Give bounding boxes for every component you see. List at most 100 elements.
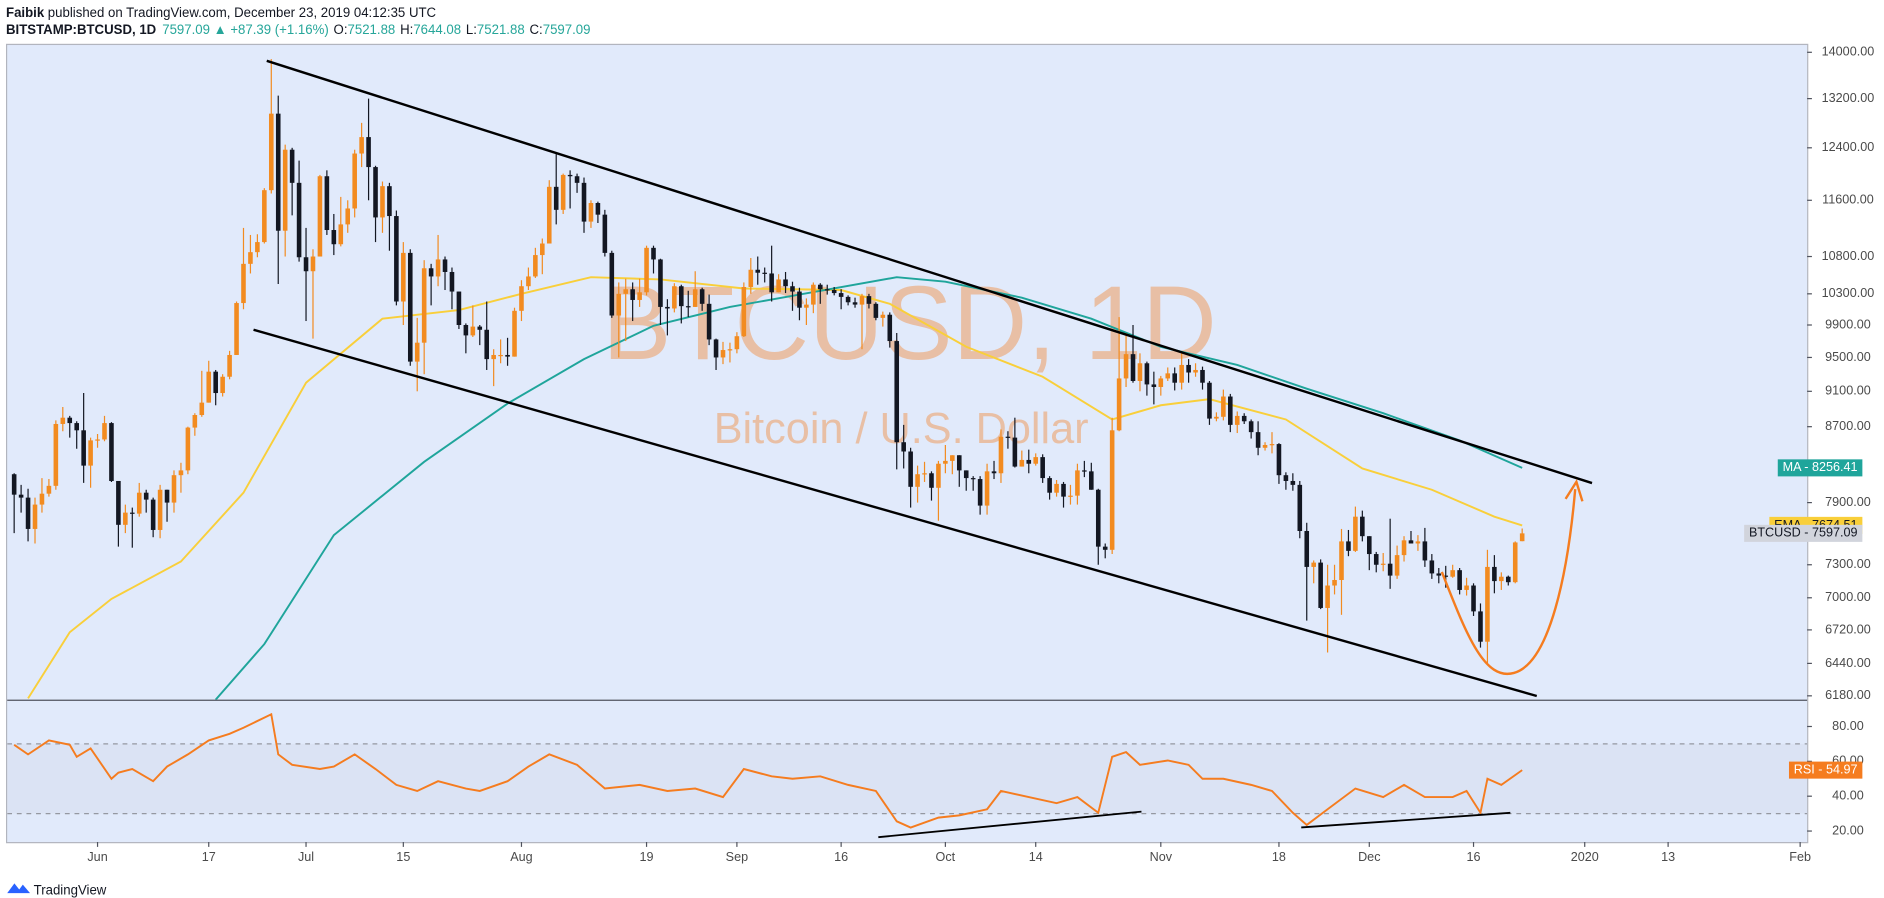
candle-body xyxy=(1026,459,1032,464)
candle-body xyxy=(275,113,281,231)
candle-body xyxy=(470,326,476,336)
candle-body xyxy=(1373,554,1379,565)
candle-body xyxy=(1276,444,1282,476)
candle-body xyxy=(1457,570,1462,590)
candle-body xyxy=(804,304,809,308)
candle-body xyxy=(317,176,323,257)
candle-body xyxy=(797,291,802,308)
candle-body xyxy=(748,269,754,287)
candle-body xyxy=(679,286,684,307)
candle-body xyxy=(1221,396,1226,417)
candle-body xyxy=(665,306,670,309)
candle-body xyxy=(685,306,691,308)
candle-body xyxy=(873,303,879,318)
candle-body xyxy=(282,149,288,231)
candle-body xyxy=(713,339,719,358)
x-tick-label: Nov xyxy=(1150,850,1173,864)
chart-border xyxy=(6,43,1809,844)
ohlc-label: H: xyxy=(400,22,413,37)
candle-body xyxy=(602,214,608,253)
candle-body xyxy=(1040,457,1045,479)
candle-body xyxy=(1415,541,1421,544)
candle-body xyxy=(609,252,615,316)
candle-body xyxy=(1339,541,1344,580)
candle-body xyxy=(74,423,79,431)
candle-body xyxy=(1089,471,1094,490)
y-tick-label: 9500.00 xyxy=(1825,350,1871,364)
candle-body xyxy=(442,259,448,272)
candle-body xyxy=(526,276,531,287)
symbol-line: BITSTAMP:BTCUSD, 1D 7597.09 ▲ +87.39 (+1.16… xyxy=(6,22,591,37)
candle-body xyxy=(255,242,260,253)
candle-body xyxy=(512,310,517,357)
candle-body xyxy=(1443,575,1449,577)
candle-body xyxy=(866,296,872,304)
publish-line: Faibik published on TradingView.com, Dece… xyxy=(6,5,436,20)
y-tick-label: 10800.00 xyxy=(1822,249,1875,263)
candle-body xyxy=(1165,373,1171,379)
candle-body xyxy=(81,430,86,466)
candle-body xyxy=(303,257,309,272)
chart-background xyxy=(7,45,1808,843)
ohlc-label: O: xyxy=(334,22,348,37)
candle-body xyxy=(1075,470,1080,496)
symbol: BITSTAMP:BTCUSD, 1D xyxy=(6,22,157,37)
candle-body xyxy=(136,492,142,514)
x-tick-label: 19 xyxy=(640,850,654,864)
candle-body xyxy=(498,354,503,357)
y-tick-label: 7900.00 xyxy=(1825,495,1871,509)
candle-body xyxy=(359,137,364,154)
candle-body xyxy=(1429,560,1435,574)
candle-body xyxy=(11,474,17,495)
candle-body xyxy=(1464,585,1469,590)
candle-body xyxy=(262,190,267,243)
candle-body xyxy=(533,255,538,277)
candle-body xyxy=(1366,536,1372,555)
candle-body xyxy=(491,354,496,360)
ohlc-label: C: xyxy=(530,22,543,37)
candle-body xyxy=(658,259,663,307)
candle-body xyxy=(1172,373,1178,383)
candle-body xyxy=(1102,546,1108,550)
candle-body xyxy=(1255,432,1261,448)
candle-body xyxy=(227,354,232,377)
indicator-line xyxy=(13,712,1523,829)
projection-arrow xyxy=(1440,489,1577,676)
candle-body xyxy=(477,326,483,330)
candle-body xyxy=(1512,542,1518,583)
candle-body xyxy=(769,273,774,293)
candle-body xyxy=(519,286,524,311)
y-tick-label: 7300.00 xyxy=(1825,557,1871,571)
candle-body xyxy=(1179,364,1184,383)
candle-body xyxy=(150,499,156,530)
candle-body xyxy=(1137,363,1143,381)
candle-body xyxy=(130,512,135,514)
candle-body xyxy=(630,289,635,300)
x-tick-label: Feb xyxy=(1789,850,1811,864)
candle-body xyxy=(1033,457,1039,464)
candle-body xyxy=(32,504,38,529)
candle-body xyxy=(428,268,434,277)
candle-body xyxy=(1387,563,1393,576)
candle-body xyxy=(1151,384,1157,387)
candle-body xyxy=(783,279,788,287)
candle-body xyxy=(817,284,823,290)
candle-body xyxy=(1283,475,1289,481)
candle-body xyxy=(338,224,344,245)
candle-body xyxy=(1353,516,1358,551)
candle-body xyxy=(178,470,184,476)
candle-body xyxy=(943,460,948,464)
candle-body xyxy=(859,296,865,305)
x-tick-label: 17 xyxy=(202,850,216,864)
ohlc-value: 7644.08 xyxy=(413,22,461,37)
y-tick-label: 9900.00 xyxy=(1825,317,1871,331)
candle-body xyxy=(546,186,552,244)
candle-body xyxy=(1019,459,1025,467)
candle-body xyxy=(699,289,705,304)
candle-body xyxy=(1262,444,1268,448)
candle-body xyxy=(977,479,983,506)
x-tick-label: 2020 xyxy=(1571,850,1599,864)
x-tick-label: 16 xyxy=(1467,850,1481,864)
candle-body xyxy=(1109,430,1115,550)
